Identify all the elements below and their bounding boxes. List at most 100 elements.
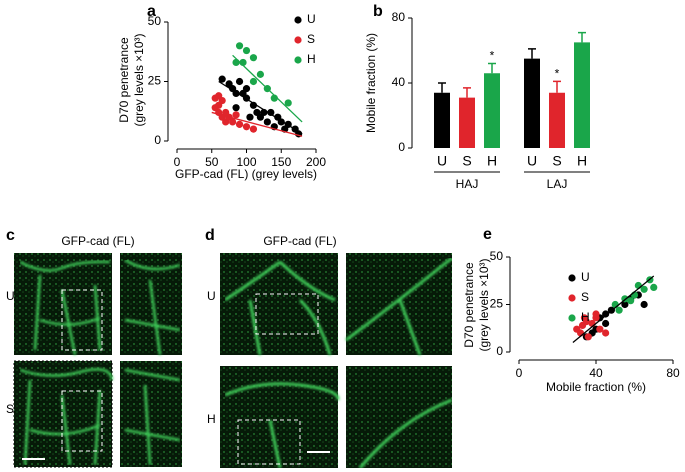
legend-marker	[568, 314, 576, 322]
x-tick-label: S	[462, 153, 471, 169]
y-tick-label: 0	[496, 344, 503, 358]
row-label: H	[207, 412, 216, 426]
point	[249, 77, 258, 86]
y-tick-label: 25	[148, 74, 162, 88]
legend-marker	[294, 56, 302, 64]
point	[640, 300, 648, 309]
bar	[549, 92, 565, 148]
trend-line	[232, 54, 303, 123]
point	[256, 70, 264, 78]
panel-label: d	[205, 227, 215, 244]
group-label: HAJ	[456, 177, 479, 191]
panel-label: b	[373, 3, 383, 20]
x-tick-label: H	[577, 153, 587, 169]
point	[235, 42, 244, 50]
x-tick-label: 200	[306, 155, 326, 169]
panel-label: e	[483, 226, 492, 243]
point	[621, 300, 629, 309]
error-bar	[488, 62, 496, 74]
point	[232, 104, 240, 112]
y-tick-label: 40	[392, 75, 406, 89]
point	[242, 46, 251, 55]
legend-marker	[568, 274, 576, 282]
x-axis-label: GFP-cad (FL) (grey levels)	[175, 167, 317, 181]
significance: *	[490, 49, 495, 63]
row-label: U	[207, 289, 216, 303]
y-tick-label: 25	[490, 297, 504, 311]
bar	[459, 97, 475, 148]
legend-marker	[568, 294, 576, 302]
bar	[524, 58, 540, 148]
legend-label: H	[581, 310, 590, 324]
error-bar	[463, 87, 471, 98]
point	[640, 285, 648, 293]
bar	[434, 92, 450, 148]
point	[215, 101, 223, 109]
significance: *	[555, 67, 560, 81]
legend-label: U	[581, 270, 590, 284]
point	[602, 319, 610, 328]
y-axis-label: Mobile fraction (%)	[364, 33, 378, 133]
point	[596, 325, 604, 333]
y-tick-label: 0	[154, 133, 161, 147]
x-tick-label: 0	[516, 366, 523, 380]
x-tick-label: 150	[271, 155, 291, 169]
point	[627, 297, 635, 305]
point	[249, 54, 258, 62]
point	[232, 111, 240, 119]
point	[218, 75, 226, 83]
x-tick-label: 0	[174, 155, 181, 169]
x-tick-label: 80	[666, 366, 680, 380]
panel-title: GFP-cad (FL)	[263, 234, 336, 248]
legend-label: U	[307, 12, 316, 26]
point	[580, 314, 589, 322]
point	[584, 333, 592, 341]
point	[222, 108, 230, 117]
point	[615, 306, 623, 314]
point	[235, 77, 244, 86]
trend-line	[211, 111, 303, 137]
micrographs-c	[13, 253, 182, 468]
x-tick-label: 100	[236, 155, 256, 169]
trend-line	[218, 80, 303, 135]
point	[602, 310, 610, 318]
y-axis-label: (grey levels ×10³)	[132, 33, 146, 126]
row-label: S	[6, 402, 14, 416]
point	[267, 108, 275, 117]
point	[246, 113, 254, 121]
y-axis-label: (grey levels ×10³)	[477, 258, 491, 351]
error-bar	[553, 80, 561, 93]
x-tick-label: H	[487, 153, 497, 169]
legend-label: S	[581, 290, 589, 304]
panel-label: a	[147, 3, 156, 20]
group-label: LAJ	[547, 177, 568, 191]
legend-label: S	[307, 32, 315, 46]
bar	[574, 42, 590, 148]
legend-marker	[294, 16, 302, 24]
point	[242, 123, 251, 131]
error-bar	[438, 82, 446, 93]
fit-line	[572, 275, 655, 344]
y-axis-label: D70 penetrance	[462, 262, 476, 348]
point	[242, 85, 251, 93]
point	[263, 118, 271, 126]
point	[249, 101, 258, 109]
y-tick-label: 80	[392, 10, 406, 24]
panel-label: c	[6, 227, 15, 244]
y-tick-label: 50	[490, 249, 504, 263]
row-label: U	[6, 289, 15, 303]
x-tick-label: U	[437, 153, 447, 169]
y-tick-label: 50	[148, 14, 162, 28]
point	[284, 99, 292, 107]
panel-title: GFP-cad (FL)	[61, 234, 134, 248]
y-axis-label: D70 penetrance	[117, 37, 131, 123]
point	[229, 118, 237, 126]
point	[249, 125, 258, 133]
legend-marker	[294, 36, 302, 44]
error-bar	[528, 48, 536, 59]
micrographs-d	[220, 253, 453, 469]
point	[235, 120, 244, 128]
x-tick-label: S	[552, 153, 561, 169]
x-axis-label: Mobile fraction (%)	[546, 380, 646, 394]
